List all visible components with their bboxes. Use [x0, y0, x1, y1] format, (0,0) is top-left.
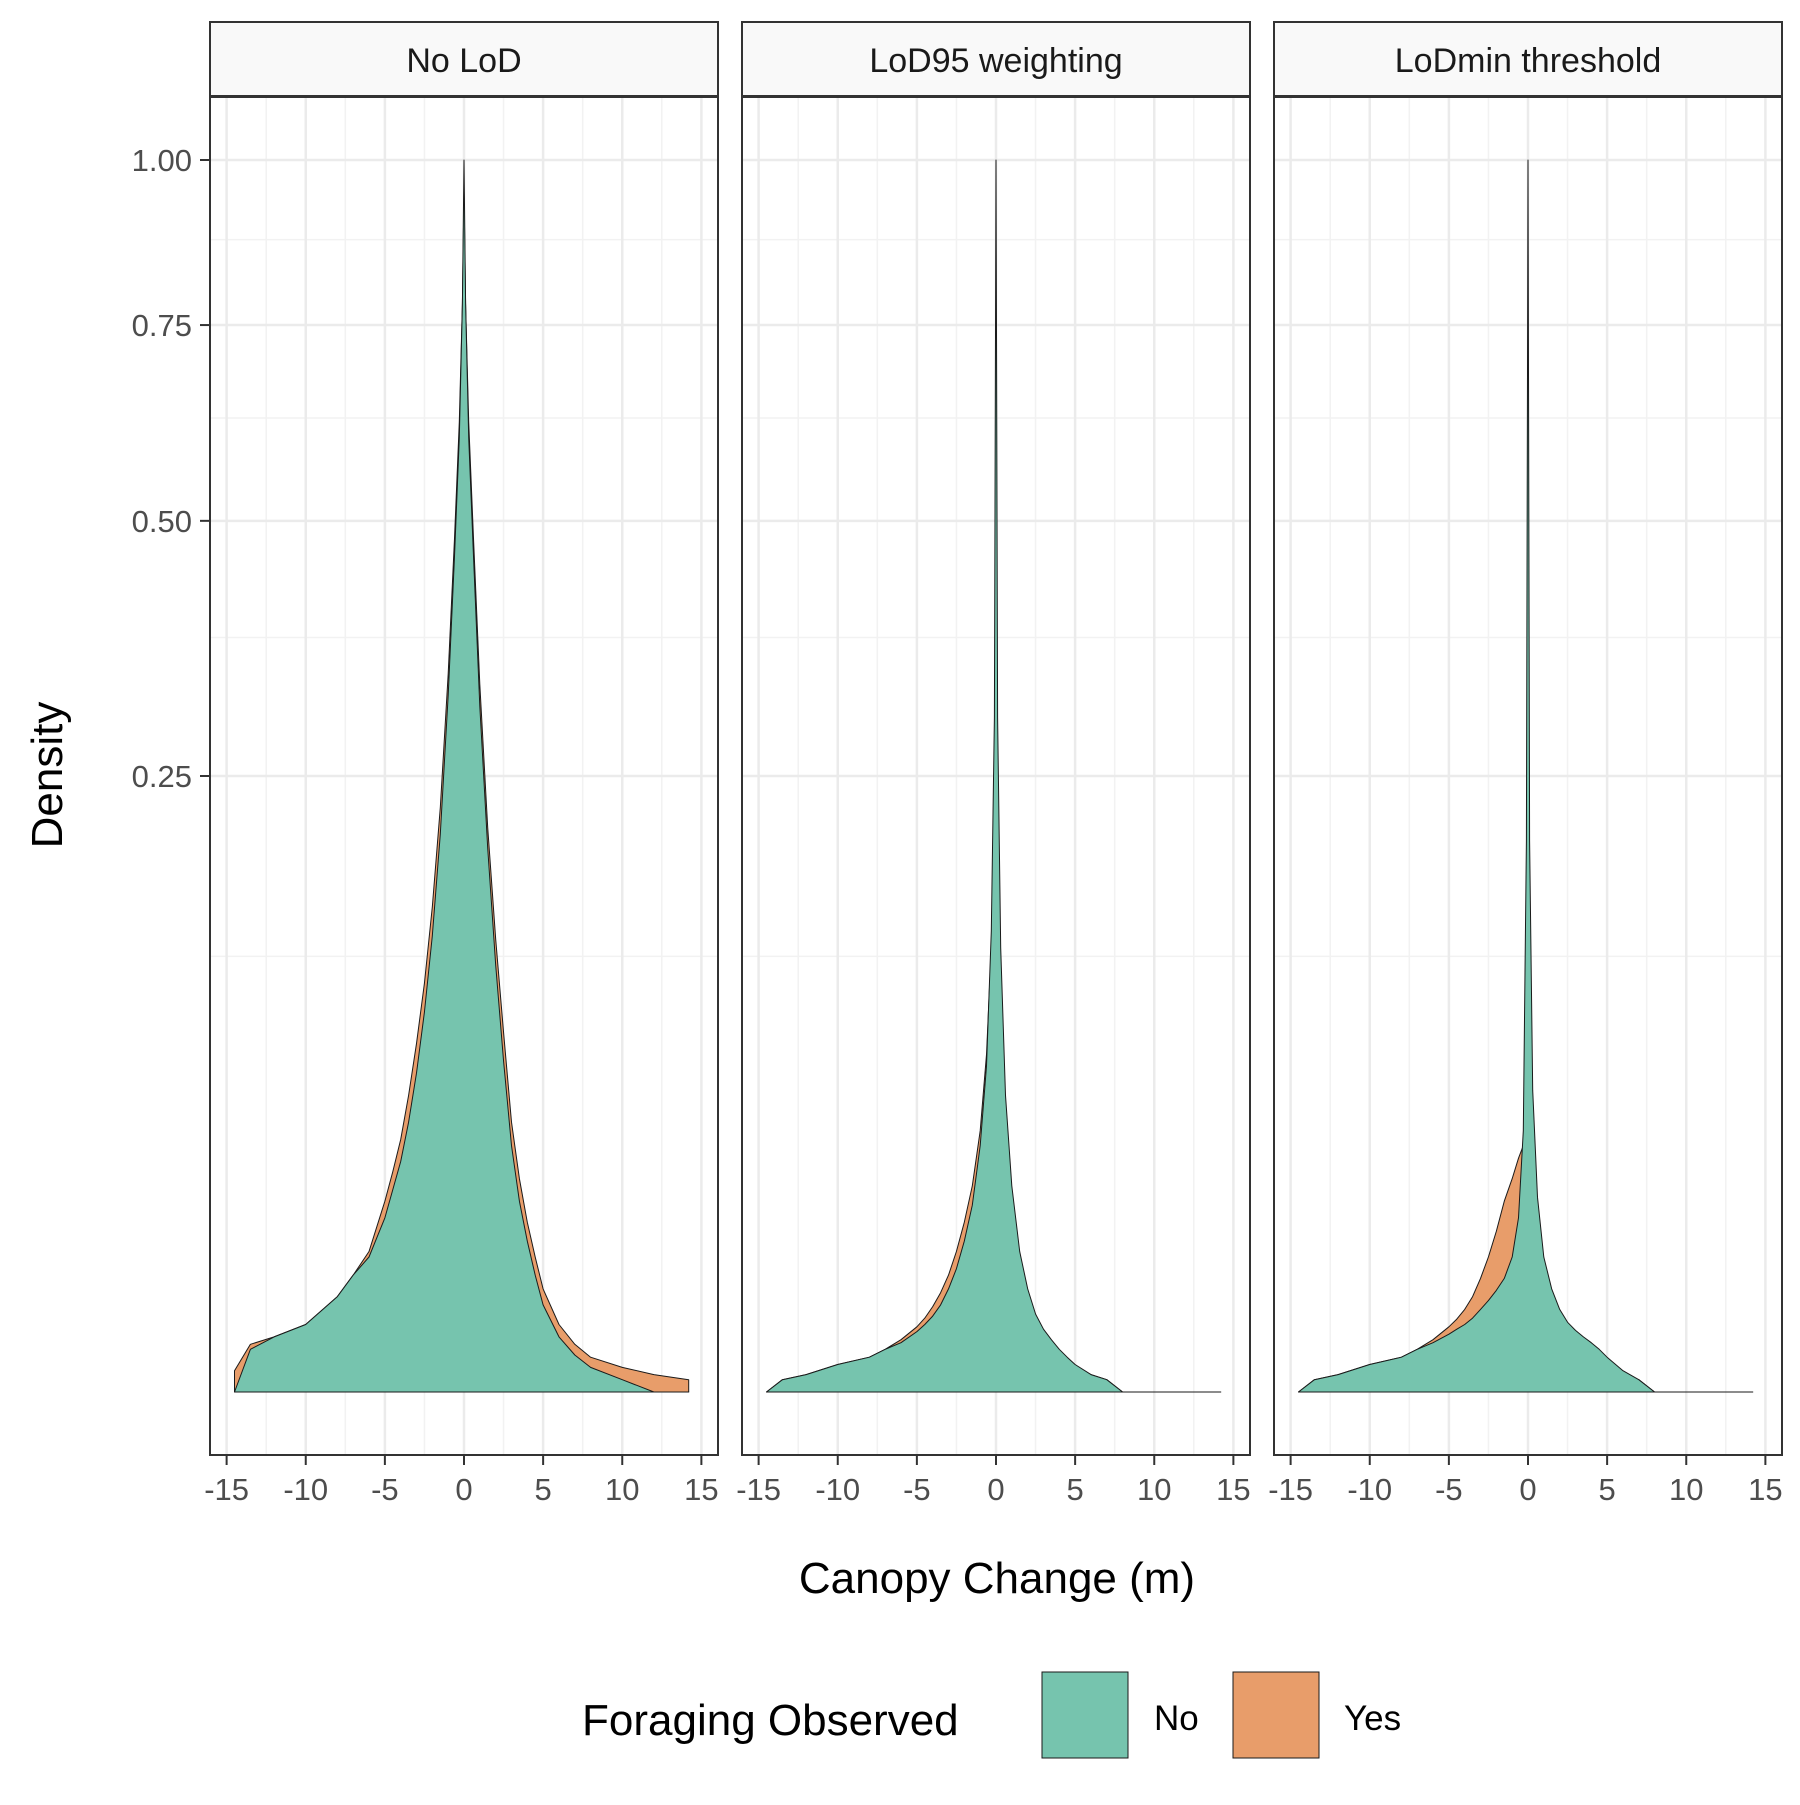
- legend-title: Foraging Observed: [582, 1696, 959, 1745]
- y-tick-label: 0.50: [132, 504, 192, 539]
- density-area-no: [766, 159, 1222, 1393]
- x-tick-label: 15: [684, 1472, 718, 1507]
- panel-no-lod: No LoD -15 -10 -5 0 5 10 15: [204, 21, 719, 1507]
- density-area-no: [1298, 159, 1754, 1393]
- facet-strip: [1273, 21, 1783, 97]
- x-tick-label: 0: [455, 1472, 472, 1507]
- x-tick-label: 5: [1599, 1472, 1616, 1507]
- facet-strip: [741, 21, 1251, 97]
- legend-key-yes: [1232, 1671, 1320, 1759]
- facet-strip-label: LoD95 weighting: [869, 42, 1122, 80]
- x-tick-label: 5: [535, 1472, 552, 1507]
- x-tick-label: -5: [903, 1472, 931, 1507]
- x-tick-label: 10: [605, 1472, 639, 1507]
- x-tick-label: 0: [1519, 1472, 1536, 1507]
- y-tick-label: 0.25: [132, 759, 192, 794]
- panel-lod95-weighting: LoD95 weighting -15 -10 -5 0 5 10 15: [736, 21, 1251, 1507]
- x-tick-label: -5: [1435, 1472, 1463, 1507]
- legend-key-no: [1041, 1671, 1129, 1759]
- panel-lodmin-threshold: LoDmin threshold -15 -10 -5 0 5 10 15: [1268, 21, 1783, 1507]
- x-tick-label: -15: [736, 1472, 781, 1507]
- x-tick-label: -10: [283, 1472, 328, 1507]
- facet-strip: [209, 21, 719, 97]
- facet-strip-label: No LoD: [406, 42, 521, 80]
- legend-label-yes: Yes: [1344, 1699, 1401, 1738]
- x-tick-label: -15: [204, 1472, 249, 1507]
- facet-strip-label: LoDmin threshold: [1395, 42, 1661, 80]
- legend-label-no: No: [1154, 1699, 1199, 1738]
- y-tick-label: 0.75: [132, 308, 192, 343]
- x-axis-title: Canopy Change (m): [799, 1554, 1195, 1603]
- panels-layer: No LoD -15 -10 -5 0 5 10 15 LoD95 weighting -15 -1…: [204, 21, 1783, 1507]
- x-tick-label: -5: [371, 1472, 399, 1507]
- y-tick-label: 1.00: [132, 143, 192, 178]
- y-axis-title: Density: [23, 702, 72, 849]
- x-tick-label: -10: [815, 1472, 860, 1507]
- x-tick-label: 10: [1669, 1472, 1703, 1507]
- legend: Foraging Observed No Yes: [582, 1671, 1401, 1759]
- x-tick-label: 15: [1216, 1472, 1250, 1507]
- x-tick-label: 5: [1067, 1472, 1084, 1507]
- density-area-no: [234, 159, 690, 1393]
- x-tick-label: -10: [1347, 1472, 1392, 1507]
- y-axis: 0.25 0.50 0.75 1.00: [132, 143, 210, 794]
- x-tick-label: -15: [1268, 1472, 1313, 1507]
- x-tick-label: 10: [1137, 1472, 1171, 1507]
- x-tick-label: 0: [987, 1472, 1004, 1507]
- x-tick-label: 15: [1748, 1472, 1782, 1507]
